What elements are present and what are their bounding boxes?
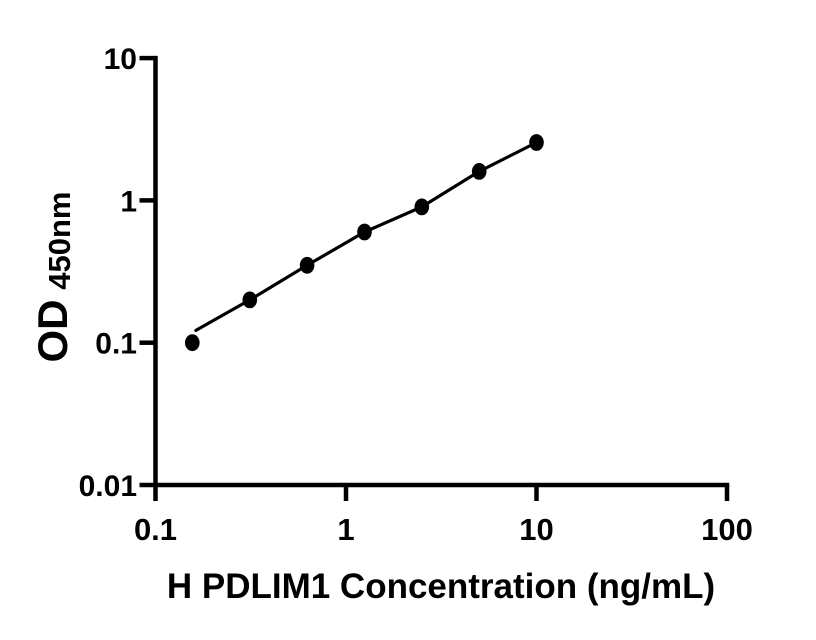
x-axis-title: H PDLIM1 Concentration (ng/mL): [167, 567, 715, 606]
data-point: [357, 223, 372, 241]
data-series: [185, 134, 544, 352]
data-point: [414, 198, 430, 216]
y-tick-label: 0.01: [79, 470, 137, 503]
x-axis: 0.1 1 10 100: [134, 482, 753, 547]
x-tick-label: 0.1: [134, 512, 177, 547]
x-tick-label: 1: [337, 512, 354, 547]
y-axis: 0.01 0.1 1 10: [79, 43, 158, 503]
y-tick-label: 0.1: [95, 328, 137, 361]
data-point: [471, 163, 487, 180]
y-axis-title: OD 450nm: [29, 192, 77, 363]
x-tick-label: 100: [701, 512, 753, 547]
y-tick-label: 1: [120, 185, 137, 218]
y-tick-label: 10: [104, 43, 137, 76]
data-point: [242, 291, 258, 309]
y-axis-title-subscript: 450nm: [42, 192, 77, 290]
y-axis-title-main: OD: [29, 299, 76, 362]
data-point: [529, 134, 544, 151]
data-point: [185, 334, 200, 352]
data-point: [299, 256, 315, 274]
x-tick-label: 10: [519, 512, 553, 547]
